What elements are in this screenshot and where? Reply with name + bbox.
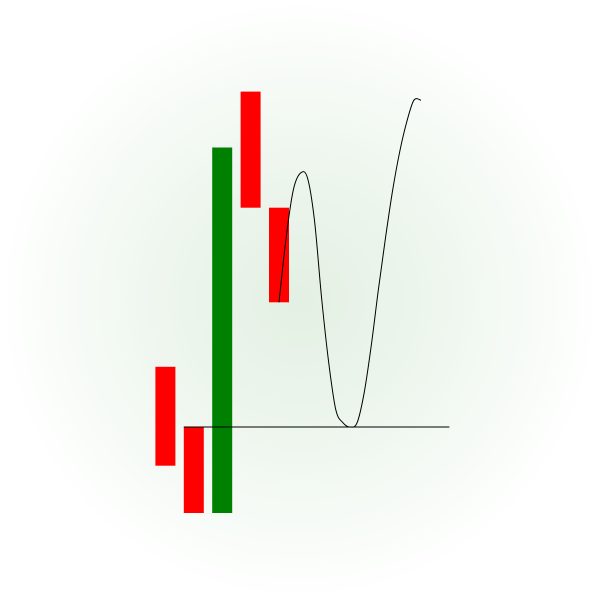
curve-line (278, 98, 422, 428)
candle-boxes (155, 91, 289, 513)
candle-box-5 (269, 207, 289, 303)
line-overlays (183, 98, 450, 428)
candle-box-1 (155, 366, 176, 466)
candle-box-2 (183, 427, 204, 513)
candle-box-4 (240, 91, 261, 208)
candle-box-3 (212, 147, 233, 513)
